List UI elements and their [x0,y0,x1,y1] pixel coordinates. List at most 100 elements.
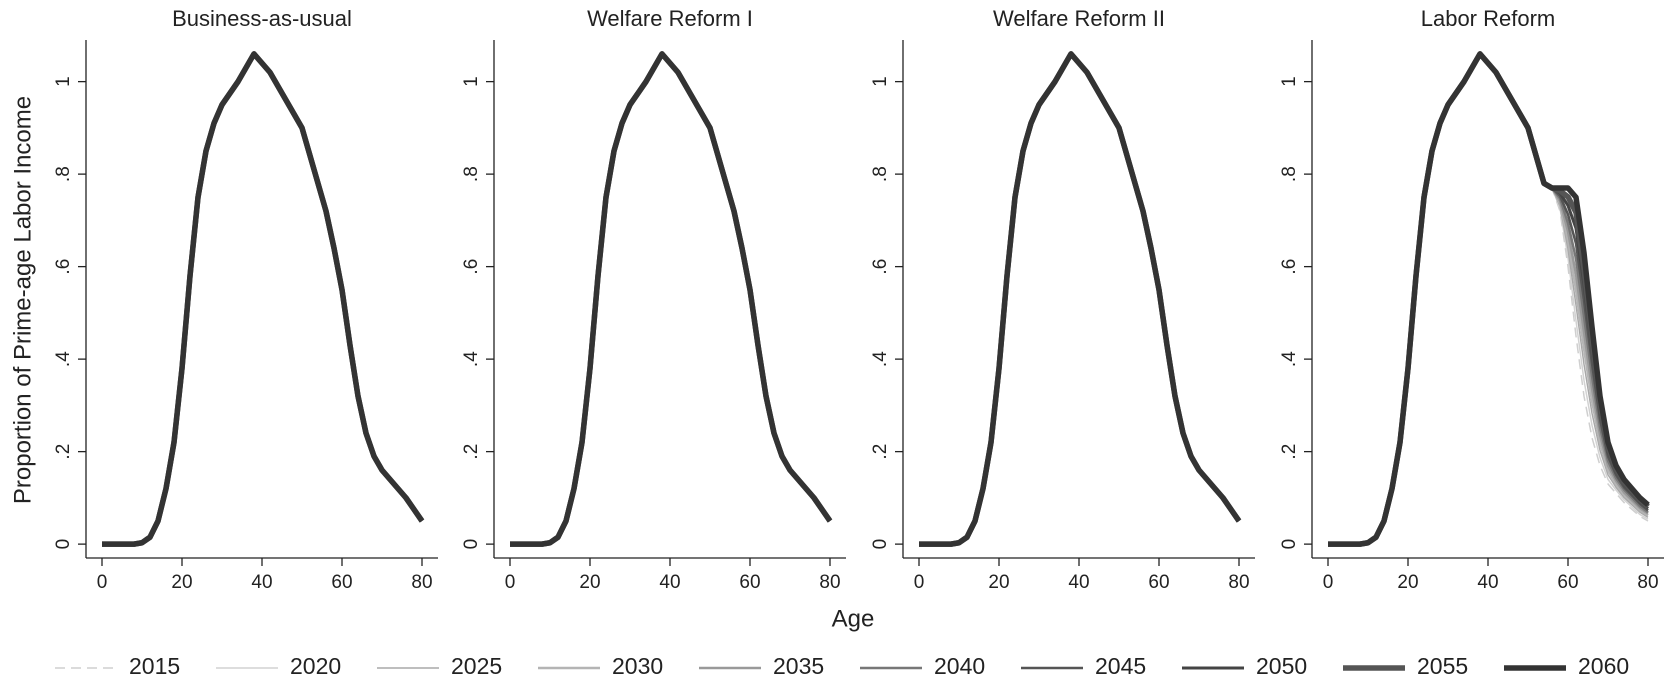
y-tick-label: .8 [53,166,74,182]
x-tick-label: 80 [1228,572,1249,593]
series-line [510,51,833,547]
x-tick-label: 0 [97,572,108,593]
series-line [510,52,832,546]
series-line [102,51,425,547]
series-line [510,53,831,545]
y-tick-label: .6 [870,259,891,275]
y-tick-label: .4 [870,351,891,367]
panel-title: Welfare Reform I [587,6,753,31]
legend-label: 2015 [129,653,180,679]
y-tick-label: .4 [53,351,74,367]
series-line [1328,53,1649,545]
x-tick-label: 40 [659,572,680,593]
legend-label: 2050 [1256,653,1307,679]
series-line [510,53,831,545]
series-line [510,51,833,547]
x-tick-label: 40 [251,572,272,593]
series-line [919,53,1240,545]
y-tick-label: .8 [461,166,482,182]
series-line [919,51,1242,547]
x-tick-label: 60 [1557,572,1578,593]
x-tick-label: 0 [505,572,516,593]
x-tick-label: 20 [171,572,192,593]
series-line [1328,52,1649,546]
series-line [1328,52,1649,546]
x-tick-label: 40 [1477,572,1498,593]
series-line [919,52,1241,546]
y-tick-label: 1 [1279,76,1300,87]
legend-label: 2055 [1417,653,1468,679]
y-tick-label: .6 [1279,259,1300,275]
series-line [1328,51,1650,547]
legend-label: 2035 [773,653,824,679]
series-line [1328,53,1649,545]
x-tick-label: 20 [988,572,1009,593]
series-line [919,53,1240,545]
series-line [102,52,424,546]
series-line [102,53,423,545]
series-line [510,52,832,546]
y-tick-label: .2 [870,444,891,460]
x-tick-label: 80 [1637,572,1658,593]
y-tick-label: .2 [461,444,482,460]
series-line [919,51,1242,547]
x-tick-label: 80 [819,572,840,593]
x-tick-label: 80 [411,572,432,593]
series-line [919,52,1241,546]
series-line [510,52,832,546]
series-line [1328,51,1650,547]
series-line [1328,52,1649,546]
series-line [102,52,424,546]
y-tick-label: 0 [461,539,482,550]
series-line [919,53,1240,545]
series-line [919,52,1241,546]
panel-title: Business-as-usual [172,6,352,31]
y-tick-label: 1 [870,76,891,87]
series-line [510,52,832,546]
y-tick-label: 0 [1279,539,1300,550]
x-tick-label: 20 [1397,572,1418,593]
panel-title: Welfare Reform II [993,6,1165,31]
y-tick-label: .2 [53,444,74,460]
series-line [102,52,424,546]
legend-label: 2045 [1095,653,1146,679]
y-tick-label: 1 [461,76,482,87]
x-tick-label: 60 [331,572,352,593]
x-axis-label: Age [832,605,875,632]
legend-label: 2020 [290,653,341,679]
x-tick-label: 40 [1068,572,1089,593]
series-line [919,52,1241,546]
y-tick-label: 0 [870,539,891,550]
y-tick-label: .8 [1279,166,1300,182]
series-line [1328,53,1649,545]
y-tick-label: .8 [870,166,891,182]
legend-label: 2040 [934,653,985,679]
panel-title: Labor Reform [1421,6,1556,31]
x-tick-label: 0 [1323,572,1334,593]
series-line [510,53,831,545]
series-line [919,52,1241,546]
y-tick-label: .4 [1279,351,1300,367]
series-line [102,53,423,545]
series-line [1328,52,1649,546]
y-tick-label: .6 [461,259,482,275]
series-line [510,52,832,546]
series-line [102,52,424,546]
x-tick-label: 0 [914,572,925,593]
x-tick-label: 20 [579,572,600,593]
legend-label: 2060 [1578,653,1629,679]
series-line [102,51,425,547]
y-tick-label: .4 [461,351,482,367]
y-tick-label: .2 [1279,444,1300,460]
legend-label: 2030 [612,653,663,679]
legend-label: 2025 [451,653,502,679]
y-tick-label: .6 [53,259,74,275]
x-tick-label: 60 [739,572,760,593]
series-line [102,52,424,546]
x-tick-label: 60 [1148,572,1169,593]
series-line [102,53,423,545]
y-tick-label: 0 [53,539,74,550]
y-tick-label: 1 [53,76,74,87]
